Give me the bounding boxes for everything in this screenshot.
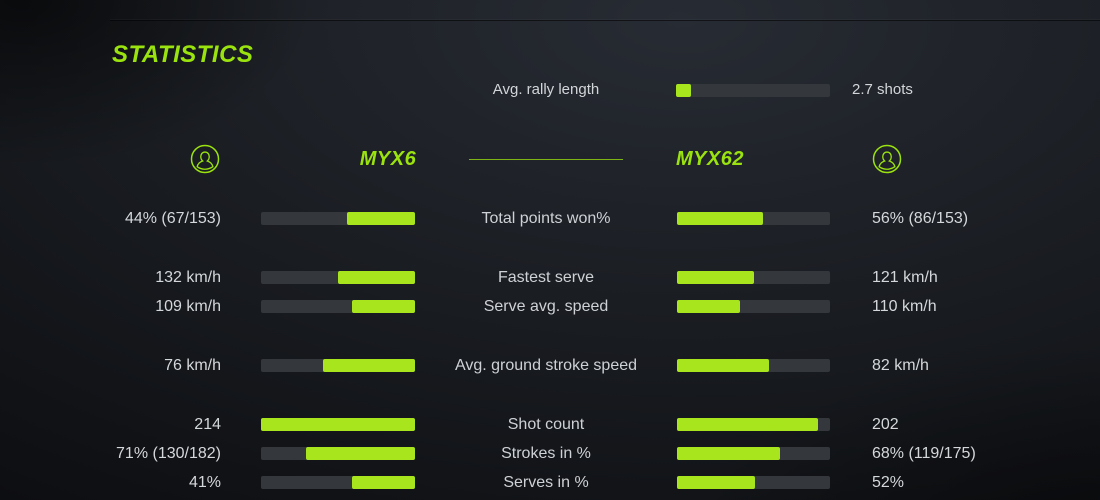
left-player-bar <box>261 447 415 460</box>
left-player-value: 44% (67/153) <box>124 210 221 227</box>
right-player-person-icon[interactable] <box>872 144 902 174</box>
right-bar-fill <box>677 271 754 284</box>
left-player-value: 71% (130/182) <box>116 445 221 462</box>
right-player-name: MYX62 <box>675 148 745 170</box>
left-player-bar <box>261 300 415 313</box>
left-bar-fill <box>261 418 415 431</box>
right-bar-fill <box>677 300 740 313</box>
rally-length-bar-fill <box>676 84 692 97</box>
left-player-value: 132 km/h <box>155 269 221 286</box>
right-player-bar <box>677 359 830 372</box>
right-bar-fill <box>677 359 769 372</box>
stat-row-fastest-serve: 132 km/h Fastest serve 121 km/h <box>0 263 1100 292</box>
rally-length-label: Avg. rally length <box>492 81 600 98</box>
right-player-value: 56% (86/153) <box>872 210 969 227</box>
right-player-value: 82 km/h <box>872 357 929 374</box>
right-player-value: 121 km/h <box>872 269 938 286</box>
right-bar-fill <box>677 476 756 489</box>
right-player-bar <box>677 447 830 460</box>
right-bar-fill <box>677 418 818 431</box>
rally-length-bar <box>676 84 830 97</box>
left-bar-fill <box>351 300 415 313</box>
left-player-name: MYX6 <box>359 148 417 170</box>
right-player-bar <box>677 300 830 313</box>
left-player-value: 76 km/h <box>164 357 221 374</box>
left-bar-fill <box>305 447 415 460</box>
stat-label: Serve avg. speed <box>483 298 609 315</box>
stat-label: Total points won% <box>481 210 611 227</box>
stat-row-serves-in: 41% Serves in % 52% <box>0 468 1100 497</box>
left-bar-fill <box>347 212 415 225</box>
left-player-bar <box>261 212 415 225</box>
left-player-bar <box>261 271 415 284</box>
left-player-bar <box>261 476 415 489</box>
players-divider-line <box>469 159 623 160</box>
right-bar-fill <box>677 447 780 460</box>
stat-label: Serves in % <box>503 474 589 491</box>
right-player-value: 52% <box>872 474 905 491</box>
stat-row-total-points: 44% (67/153) Total points won% 56% (86/1… <box>0 204 1100 233</box>
right-player-value: 68% (119/175) <box>872 445 976 462</box>
rally-length-row: Avg. rally length 2.7 shots <box>0 76 1100 104</box>
stat-label: Fastest serve <box>497 269 595 286</box>
right-player-value: 202 <box>872 416 899 433</box>
left-player-person-icon[interactable] <box>190 144 220 174</box>
left-player-value: 214 <box>194 416 221 433</box>
left-bar-fill <box>322 359 415 372</box>
stat-row-ground-stroke-speed: 76 km/h Avg. ground stroke speed 82 km/h <box>0 351 1100 380</box>
right-player-bar <box>677 271 830 284</box>
page-title: STATISTICS <box>112 41 254 68</box>
rally-length-value: 2.7 shots <box>852 81 913 98</box>
stat-row-shot-count: 214 Shot count 202 <box>0 410 1100 439</box>
left-player-bar <box>261 418 415 431</box>
right-player-bar <box>677 212 830 225</box>
top-divider <box>110 20 1100 21</box>
left-player-value: 41% <box>188 474 221 491</box>
left-bar-fill <box>338 271 415 284</box>
stat-row-serve-avg-speed: 109 km/h Serve avg. speed 110 km/h <box>0 292 1100 321</box>
right-bar-fill <box>677 212 763 225</box>
stat-row-strokes-in: 71% (130/182) Strokes in % 68% (119/175) <box>0 439 1100 468</box>
stat-label: Strokes in % <box>501 445 591 462</box>
right-player-bar <box>677 418 830 431</box>
left-player-value: 109 km/h <box>155 298 221 315</box>
stat-label: Avg. ground stroke speed <box>454 357 638 374</box>
left-bar-fill <box>351 476 415 489</box>
right-player-bar <box>677 476 830 489</box>
stat-label: Shot count <box>507 416 585 433</box>
left-player-bar <box>261 359 415 372</box>
right-player-value: 110 km/h <box>872 298 937 315</box>
